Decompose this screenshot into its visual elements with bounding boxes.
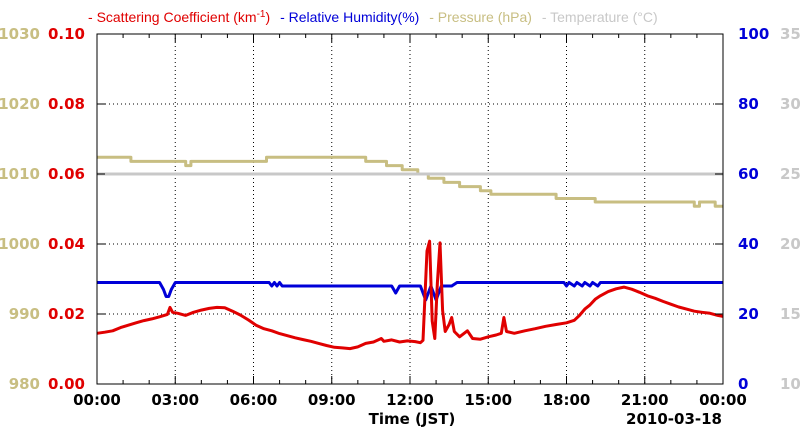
legend-entry-humidity: - Relative Humidity(%) bbox=[280, 9, 419, 25]
temperature-tick-label: 20 bbox=[780, 235, 800, 253]
axis-labels: 00:00 03:00 06:00 09:00 12:00 15:00 18:00 21:00… bbox=[0, 25, 800, 409]
x-tick-label: 00:00 bbox=[73, 391, 121, 409]
x-tick-label: 09:00 bbox=[308, 391, 356, 409]
pressure-tick-label: 980 bbox=[9, 375, 40, 393]
series-layer bbox=[96, 155, 724, 351]
series-line-pressure bbox=[97, 155, 723, 208]
temperature-tick-label: 30 bbox=[780, 95, 800, 113]
temperature-tick-label: 25 bbox=[780, 165, 800, 183]
pressure-tick-label: 1000 bbox=[0, 235, 40, 253]
legend-superscript: -1 bbox=[257, 9, 266, 20]
scattering-tick-label: 0.10 bbox=[48, 25, 85, 43]
pressure-tick-label: 1020 bbox=[0, 95, 40, 113]
pressure-tick-label: 990 bbox=[9, 305, 40, 323]
scattering-tick-label: 0.00 bbox=[48, 375, 85, 393]
x-tick-label: 15:00 bbox=[464, 391, 512, 409]
humidity-tick-label: 20 bbox=[738, 305, 759, 323]
humidity-tick-label: 80 bbox=[738, 95, 759, 113]
x-tick-label: 12:00 bbox=[386, 391, 434, 409]
x-tick-label: 21:00 bbox=[621, 391, 669, 409]
humidity-tick-label: 100 bbox=[738, 25, 769, 43]
date-label: 2010-03-18 bbox=[626, 410, 722, 428]
pressure-tick-label: 1010 bbox=[0, 165, 40, 183]
scattering-tick-label: 0.08 bbox=[48, 95, 85, 113]
plot-frame bbox=[96, 33, 724, 385]
humidity-tick-label: 60 bbox=[738, 165, 759, 183]
x-tick-label: 18:00 bbox=[543, 391, 591, 409]
temperature-tick-label: 10 bbox=[780, 375, 800, 393]
x-tick-label: 03:00 bbox=[151, 391, 199, 409]
scattering-tick-label: 0.06 bbox=[48, 165, 85, 183]
legend-entry-pressure: - Pressure (hPa) bbox=[429, 9, 532, 25]
x-tick-label: 00:00 bbox=[699, 391, 747, 409]
legend-entry-scattering: - Scattering Coefficient (km-1) bbox=[88, 9, 270, 25]
temperature-tick-label: 35 bbox=[780, 25, 800, 43]
legend-entry-temperature: - Temperature (°C) bbox=[542, 9, 658, 25]
x-tick-label: 06:00 bbox=[230, 391, 278, 409]
x-axis-title: Time (JST) bbox=[369, 410, 456, 428]
series-line-scattering-coefficient bbox=[96, 239, 724, 351]
humidity-tick-label: 40 bbox=[738, 235, 759, 253]
scattering-tick-label: 0.04 bbox=[48, 235, 85, 253]
humidity-tick-label: 0 bbox=[738, 375, 748, 393]
temperature-tick-label: 15 bbox=[780, 305, 800, 323]
pressure-tick-label: 1030 bbox=[0, 25, 40, 43]
legend: - Scattering Coefficient (km-1) - Relati… bbox=[88, 9, 658, 25]
scattering-tick-label: 0.02 bbox=[48, 305, 85, 323]
series-line-relative-humidity bbox=[97, 281, 723, 302]
